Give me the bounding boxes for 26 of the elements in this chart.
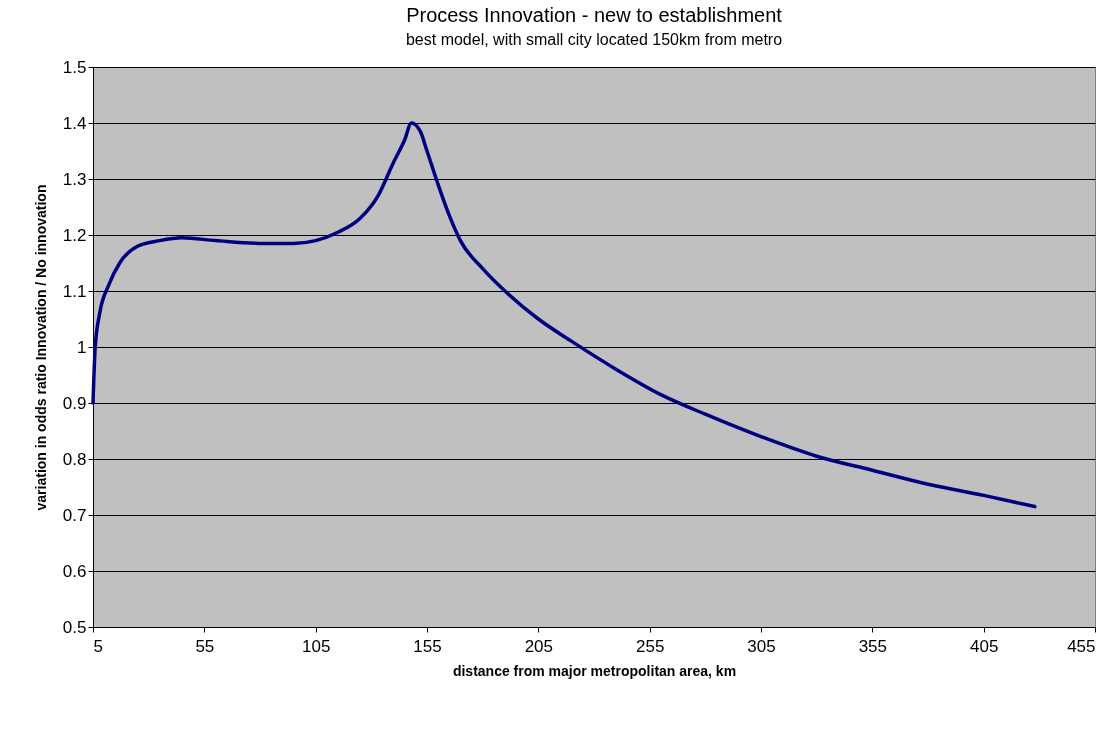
- y-tick-label: 1.3: [62, 169, 87, 189]
- x-tick-label: 55: [195, 636, 215, 656]
- x-tick-label: 105: [301, 636, 331, 656]
- y-tick-label: 1.2: [62, 225, 87, 245]
- y-tick-label: 0.8: [62, 449, 87, 469]
- y-tick-label: 0.6: [62, 561, 87, 581]
- y-axis-title: variation in odds ratio Innovation / No innovation: [32, 184, 49, 511]
- chart-title: Process Innovation - new to establishment: [406, 4, 783, 26]
- x-tick-label: 155: [413, 636, 442, 656]
- chart-subtitle: best model, with small city located 150km from metro: [405, 31, 783, 48]
- x-tick-label: 355: [858, 636, 888, 656]
- y-tick-label: 0.9: [62, 393, 87, 413]
- x-tick-label: 5: [93, 636, 103, 656]
- y-tick-label: 1.5: [62, 57, 87, 77]
- line-series: [91, 121, 1037, 509]
- x-tick-label: 255: [635, 636, 665, 656]
- x-tick-label: 205: [524, 636, 554, 656]
- x-axis-title: distance from major metropolitan area, km: [452, 662, 737, 679]
- y-tick-label: 1.4: [62, 113, 87, 133]
- y-tick-label: 1: [77, 337, 87, 357]
- x-tick-label: 455: [1067, 636, 1096, 656]
- x-tick-label: 405: [969, 636, 999, 656]
- y-tick-label: 0.7: [62, 505, 87, 525]
- y-tick-label: 1.1: [62, 281, 87, 301]
- x-tick-label: 305: [747, 636, 776, 656]
- y-tick-label: 0.5: [62, 617, 87, 637]
